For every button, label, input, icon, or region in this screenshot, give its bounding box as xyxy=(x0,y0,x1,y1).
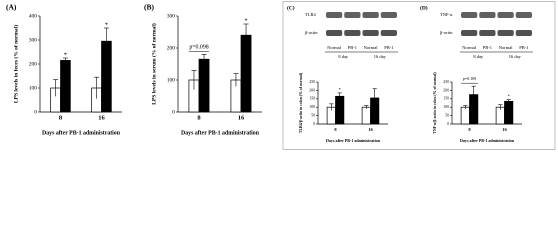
significance-mark: * xyxy=(244,17,247,24)
panel-label: (B) xyxy=(144,3,155,12)
y-tick-label: 250 xyxy=(443,80,449,84)
significance-mark: * xyxy=(339,87,342,92)
p-value: p=0.109 xyxy=(463,76,476,81)
y-tick-label: 200 xyxy=(309,88,315,92)
x-axis-label: Days after PB-1 administration xyxy=(42,130,121,136)
blot-band xyxy=(344,30,361,36)
lane-label: Normal xyxy=(364,45,378,50)
y-tick-label: 150 xyxy=(443,97,449,101)
y-tick-label: 200 xyxy=(443,88,449,92)
x-tick-label: 16 xyxy=(238,114,245,121)
day-label: 8 day xyxy=(338,54,349,59)
x-tick-label: 16 xyxy=(368,127,373,132)
bar xyxy=(460,106,470,125)
y-axis-label: LPS levels in feces (% of normal) xyxy=(12,25,19,103)
lane-label: Normal xyxy=(462,45,476,50)
panel-label: (D) xyxy=(420,4,428,11)
blot-band xyxy=(479,30,496,36)
y-axis-label: TLR4/β-actin in colon (% of normal) xyxy=(299,72,303,133)
panel-label: (C) xyxy=(287,4,295,11)
y-tick-label: 100 xyxy=(309,105,315,109)
y-tick-label: 0 xyxy=(34,109,37,115)
panel-frame xyxy=(282,1,556,150)
bar xyxy=(361,106,371,125)
blot-band xyxy=(461,30,478,36)
y-tick-label: 150 xyxy=(309,97,315,101)
significance-mark: * xyxy=(508,94,511,99)
blot-band xyxy=(344,12,361,18)
lane-label: PB-1 xyxy=(519,45,528,50)
y-tick-label: 200 xyxy=(29,61,38,67)
y-axis-label: TNF-α/β-actin in colon (% of normal) xyxy=(433,72,437,134)
blot-band xyxy=(362,12,379,18)
blot-label: TLR4 xyxy=(305,12,316,17)
x-axis-label: Days after PB-1 administration xyxy=(326,138,381,143)
day-label: 8 day xyxy=(473,54,484,59)
y-tick-label: 0 xyxy=(313,122,315,126)
y-tick-label: 50 xyxy=(445,113,449,117)
bar xyxy=(60,60,71,113)
significance-mark: * xyxy=(105,21,108,28)
x-axis-label: Days after PB-1 administration xyxy=(460,138,515,143)
y-tick-label: 300 xyxy=(29,37,38,43)
lane-label: PB-1 xyxy=(384,45,393,50)
y-tick-label: 100 xyxy=(443,105,449,109)
x-tick-label: 8 xyxy=(197,114,201,121)
blot-band xyxy=(362,30,379,36)
x-tick-label: 8 xyxy=(334,127,337,132)
blot-band xyxy=(380,30,397,36)
significance-mark: * xyxy=(64,51,67,58)
y-tick-label: 0 xyxy=(172,109,175,115)
blot-band xyxy=(326,12,343,18)
panel-label: (A) xyxy=(6,3,17,12)
y-tick-label: 0 xyxy=(447,122,449,126)
p-value: p=0.098 xyxy=(189,45,208,51)
blot-band xyxy=(326,30,343,36)
y-tick-label: 400 xyxy=(29,13,38,19)
bar xyxy=(240,34,252,113)
blot-band xyxy=(380,12,397,18)
x-tick-label: 16 xyxy=(98,114,105,121)
lane-label: PB-1 xyxy=(348,45,357,50)
blot-band xyxy=(497,30,514,36)
day-label: 16 day xyxy=(509,54,522,59)
figure: (A) LPS levels in feces (% of normal) Days… xyxy=(6,1,556,150)
bar xyxy=(198,58,210,113)
blot-label: TNF-α xyxy=(440,12,453,17)
bar xyxy=(504,100,514,125)
x-axis-label: Days after PB-1 administration xyxy=(181,130,260,136)
y-tick-label: 50 xyxy=(311,113,315,117)
blot-band xyxy=(461,12,478,18)
y-tick-label: 200 xyxy=(167,45,176,51)
y-tick-label: 250 xyxy=(309,80,315,84)
y-tick-label: 300 xyxy=(167,13,176,19)
lane-label: Normal xyxy=(327,45,341,50)
y-tick-label: 100 xyxy=(29,85,38,91)
bar xyxy=(335,95,345,125)
x-tick-label: 8 xyxy=(59,114,63,121)
x-tick-label: 8 xyxy=(468,127,471,132)
blot-band xyxy=(515,30,532,36)
lane-label: Normal xyxy=(499,45,513,50)
day-label: 16 day xyxy=(374,54,387,59)
lane-label: PB-1 xyxy=(483,45,492,50)
blot-band xyxy=(479,12,496,18)
blot-label: β-actin xyxy=(440,30,453,35)
blot-band xyxy=(497,12,514,18)
y-axis-label: LPS levels in serum (% of normal) xyxy=(150,23,157,105)
y-tick-label: 100 xyxy=(167,77,176,83)
blot-band xyxy=(515,12,532,18)
x-tick-label: 16 xyxy=(502,127,507,132)
blot-label: β-actin xyxy=(305,30,318,35)
